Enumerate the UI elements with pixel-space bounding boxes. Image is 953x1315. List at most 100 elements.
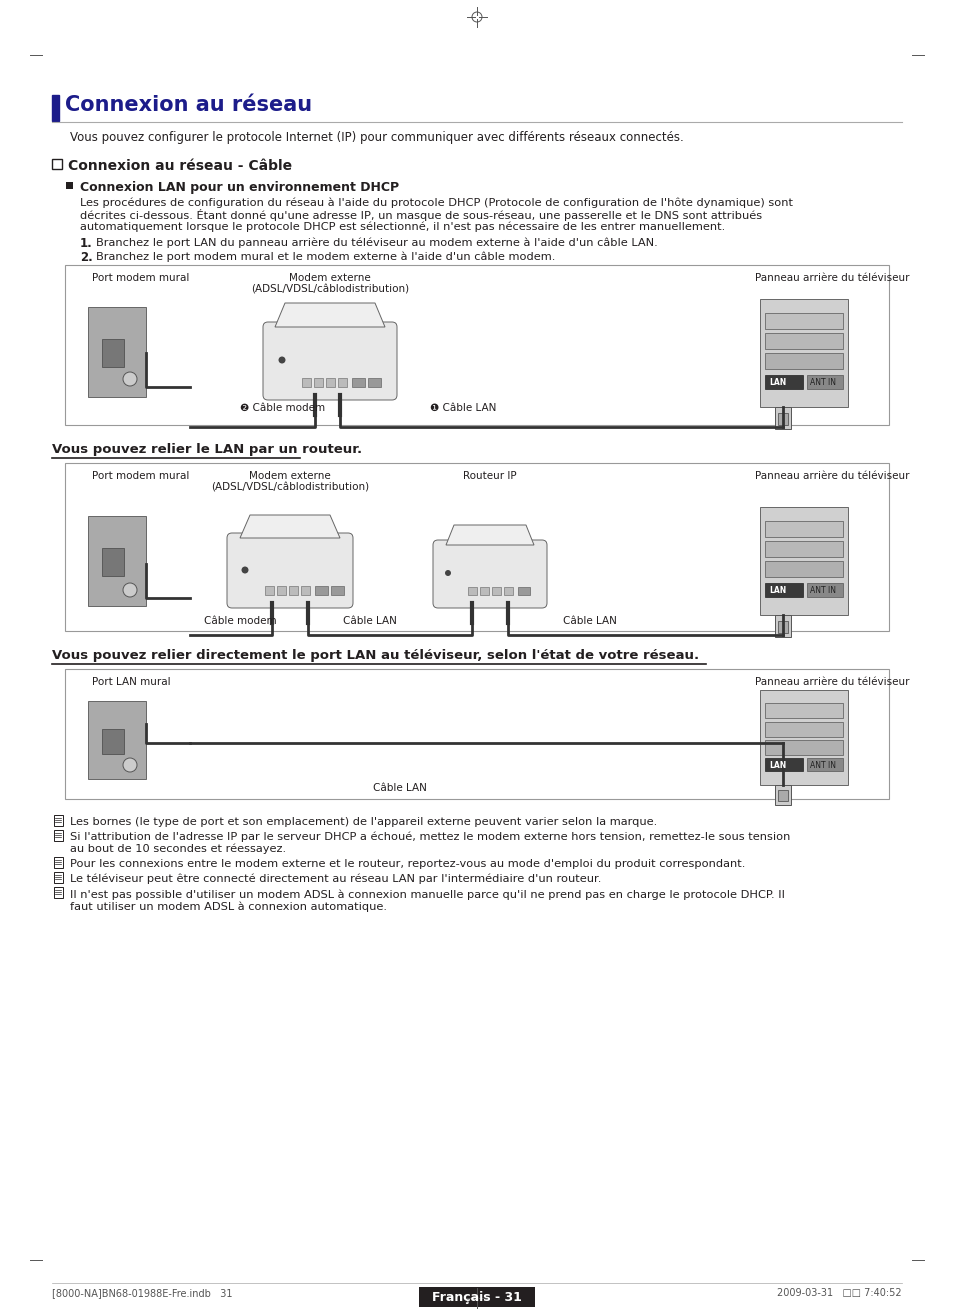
Bar: [65, 669, 888, 800]
Bar: [276, 586, 286, 594]
Bar: [517, 586, 530, 594]
Bar: [65, 463, 888, 631]
Text: Branchez le port LAN du panneau arrière du téléviseur au modem externe à l'aide : Branchez le port LAN du panneau arrière …: [96, 237, 657, 247]
Text: Panneau arrière du téléviseur: Panneau arrière du téléviseur: [754, 677, 908, 686]
Bar: [301, 586, 310, 594]
Bar: [54, 888, 63, 898]
Text: Vous pouvez relier directement le port LAN au téléviseur, selon l'état de votre : Vous pouvez relier directement le port L…: [52, 650, 699, 661]
Bar: [492, 586, 500, 594]
Polygon shape: [446, 525, 534, 544]
Text: ❶ Câble LAN: ❶ Câble LAN: [430, 402, 496, 413]
Bar: [314, 377, 323, 387]
Bar: [265, 586, 274, 594]
Bar: [479, 586, 489, 594]
Bar: [102, 729, 124, 753]
Text: Français - 31: Français - 31: [432, 1290, 521, 1303]
Text: Port modem mural: Port modem mural: [91, 471, 190, 481]
Circle shape: [444, 569, 451, 576]
Bar: [760, 508, 847, 615]
Bar: [368, 377, 380, 387]
Text: Connexion au réseau: Connexion au réseau: [65, 95, 312, 114]
Bar: [52, 95, 59, 121]
Bar: [764, 540, 842, 558]
Bar: [352, 377, 365, 387]
Text: Panneau arrière du téléviseur: Panneau arrière du téléviseur: [754, 274, 908, 283]
Bar: [778, 790, 787, 801]
Bar: [289, 586, 297, 594]
Bar: [314, 586, 328, 594]
Text: au bout de 10 secondes et réessayez.: au bout de 10 secondes et réessayez.: [70, 844, 286, 855]
Bar: [764, 740, 842, 755]
Bar: [760, 690, 847, 785]
Circle shape: [123, 757, 137, 772]
Bar: [764, 521, 842, 537]
Bar: [503, 586, 513, 594]
Bar: [88, 515, 146, 606]
Bar: [468, 586, 476, 594]
Bar: [764, 722, 842, 736]
Bar: [806, 375, 842, 389]
Text: automatiquement lorsque le protocole DHCP est sélectionné, il n'est pas nécessai: automatiquement lorsque le protocole DHC…: [80, 221, 724, 231]
Text: Port modem mural: Port modem mural: [91, 274, 190, 283]
Circle shape: [278, 356, 285, 363]
Bar: [764, 333, 842, 348]
Text: Branchez le port modem mural et le modem externe à l'aide d'un câble modem.: Branchez le port modem mural et le modem…: [96, 251, 555, 262]
Bar: [764, 313, 842, 329]
Bar: [764, 562, 842, 577]
Bar: [66, 181, 73, 189]
Bar: [65, 266, 888, 425]
Bar: [54, 857, 63, 868]
Text: ANT IN: ANT IN: [809, 761, 835, 771]
FancyBboxPatch shape: [227, 533, 353, 608]
Bar: [88, 701, 146, 778]
Bar: [102, 339, 124, 367]
Text: Les procédures de configuration du réseau à l'aide du protocole DHCP (Protocole : Les procédures de configuration du résea…: [80, 197, 792, 208]
Text: Si l'attribution de l'adresse IP par le serveur DHCP a échoué, mettez le modem e: Si l'attribution de l'adresse IP par le …: [70, 832, 789, 843]
Text: Routeur IP: Routeur IP: [463, 471, 517, 481]
Polygon shape: [274, 302, 385, 327]
Bar: [764, 704, 842, 718]
FancyBboxPatch shape: [263, 322, 396, 400]
Bar: [764, 583, 802, 597]
Circle shape: [123, 583, 137, 597]
Text: Modem externe
(ADSL/VDSL/câblodistribution): Modem externe (ADSL/VDSL/câblodistributi…: [251, 274, 409, 295]
Text: ❷ Câble modem: ❷ Câble modem: [240, 402, 325, 413]
Bar: [764, 757, 802, 771]
Text: Câble LAN: Câble LAN: [562, 615, 617, 626]
Text: LAN: LAN: [768, 761, 785, 771]
Bar: [54, 815, 63, 826]
Text: [8000-NA]BN68-01988E-Fre.indb   31: [8000-NA]BN68-01988E-Fre.indb 31: [52, 1287, 233, 1298]
Bar: [806, 757, 842, 771]
Text: Connexion au réseau - Câble: Connexion au réseau - Câble: [68, 159, 292, 174]
Bar: [52, 159, 62, 170]
Text: Les bornes (le type de port et son emplacement) de l'appareil externe peuvent va: Les bornes (le type de port et son empla…: [70, 817, 657, 827]
Bar: [302, 377, 311, 387]
Polygon shape: [240, 515, 339, 538]
Bar: [88, 306, 146, 397]
Bar: [774, 615, 790, 636]
FancyBboxPatch shape: [433, 540, 546, 608]
Bar: [774, 785, 790, 805]
Text: 1.: 1.: [80, 237, 92, 250]
Text: ANT IN: ANT IN: [809, 377, 835, 387]
Text: LAN: LAN: [768, 377, 785, 387]
Bar: [326, 377, 335, 387]
Circle shape: [241, 567, 248, 573]
Bar: [774, 408, 790, 429]
Text: Il n'est pas possible d'utiliser un modem ADSL à connexion manuelle parce qu'il : Il n'est pas possible d'utiliser un mode…: [70, 889, 784, 899]
Text: ANT IN: ANT IN: [809, 586, 835, 594]
Text: LAN: LAN: [768, 586, 785, 594]
Bar: [331, 586, 344, 594]
Text: Câble LAN: Câble LAN: [373, 782, 427, 793]
Text: 2.: 2.: [80, 251, 92, 264]
Bar: [102, 548, 124, 576]
Bar: [337, 377, 347, 387]
Bar: [764, 375, 802, 389]
Circle shape: [123, 372, 137, 387]
Bar: [778, 621, 787, 633]
Text: Vous pouvez relier le LAN par un routeur.: Vous pouvez relier le LAN par un routeur…: [52, 443, 362, 456]
Text: faut utiliser un modem ADSL à connexion automatique.: faut utiliser un modem ADSL à connexion …: [70, 901, 387, 911]
Text: Câble modem: Câble modem: [204, 615, 276, 626]
Text: Connexion LAN pour un environnement DHCP: Connexion LAN pour un environnement DHCP: [80, 181, 398, 195]
Bar: [54, 830, 63, 842]
